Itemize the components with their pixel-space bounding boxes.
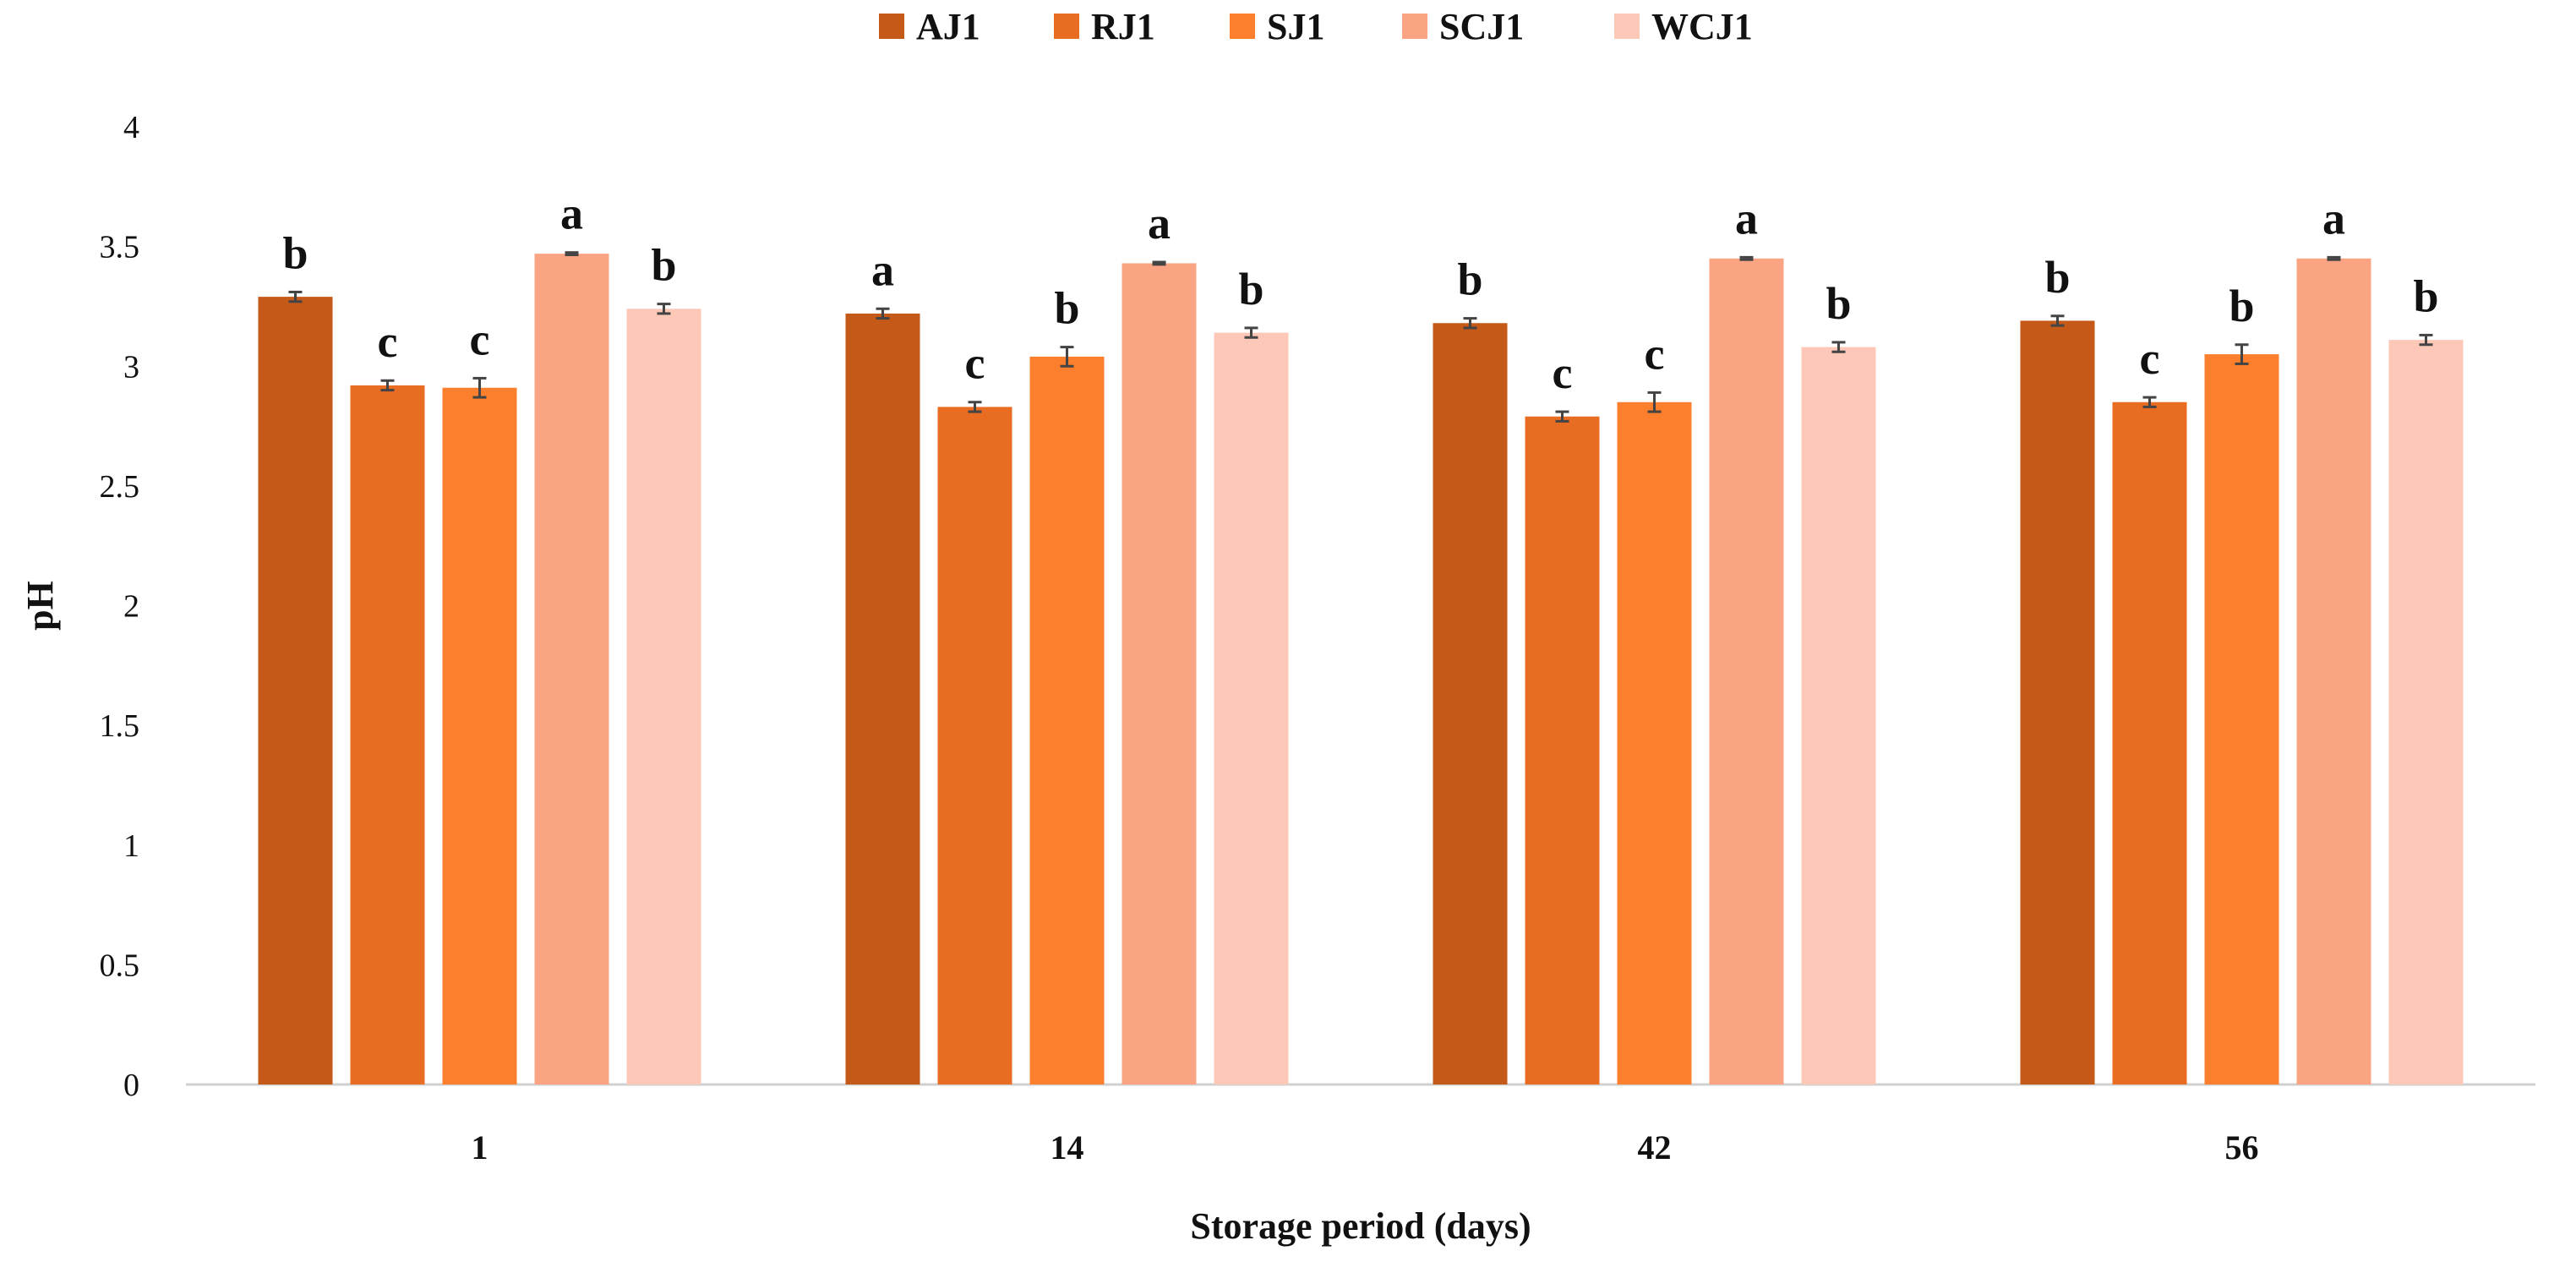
error-bar bbox=[288, 290, 303, 303]
significance-letter: c bbox=[965, 338, 985, 389]
legend-item: SCJ1 bbox=[1402, 6, 1524, 47]
y-tick-label: 0 bbox=[123, 1068, 139, 1103]
error-bar bbox=[2050, 314, 2065, 327]
error-bar bbox=[1244, 326, 1258, 339]
error-bar bbox=[657, 303, 671, 315]
y-tick-label: 4 bbox=[123, 110, 139, 145]
error-bar bbox=[1152, 260, 1166, 266]
bar bbox=[2388, 340, 2464, 1084]
error-bar bbox=[1647, 391, 1662, 413]
bar bbox=[258, 297, 333, 1084]
significance-letter: b bbox=[1238, 264, 1263, 314]
x-tick-label: 14 bbox=[1051, 1128, 1084, 1166]
y-axis-title: pH bbox=[19, 581, 61, 631]
legend-item: WCJ1 bbox=[1614, 6, 1753, 47]
significance-letter: c bbox=[1553, 347, 1573, 398]
bar bbox=[1525, 416, 1600, 1084]
error-bar bbox=[1739, 255, 1754, 261]
significance-letters: b c c a b a c b a b b c c a b b c b a b bbox=[282, 188, 2438, 398]
bar bbox=[442, 387, 517, 1084]
error-bar bbox=[2235, 343, 2249, 365]
significance-letter: c bbox=[378, 316, 398, 367]
error-bar bbox=[472, 376, 487, 399]
bar bbox=[1029, 356, 1105, 1084]
error-bar bbox=[380, 379, 395, 392]
significance-letter: a bbox=[560, 188, 583, 239]
significance-letter: c bbox=[2140, 333, 2160, 384]
error-bar bbox=[2419, 333, 2433, 347]
legend-swatch bbox=[1402, 14, 1427, 39]
y-axis: 0 0.5 1 1.5 2 2.5 3 3.5 4 bbox=[100, 110, 140, 1103]
error-bar bbox=[1060, 346, 1074, 368]
y-tick-label: 2.5 bbox=[100, 469, 140, 505]
legend-item: SJ1 bbox=[1230, 6, 1324, 47]
y-tick-label: 3.5 bbox=[100, 230, 140, 265]
legend: AJ1 RJ1 SJ1 SCJ1 WCJ1 bbox=[879, 6, 1753, 47]
bar bbox=[350, 385, 425, 1084]
bar bbox=[2296, 258, 2371, 1085]
error-bar bbox=[1555, 410, 1569, 423]
significance-letter: a bbox=[1735, 193, 1758, 243]
bar bbox=[534, 254, 609, 1084]
bar bbox=[1709, 258, 1784, 1085]
error-bar bbox=[1463, 317, 1477, 330]
legend-label: RJ1 bbox=[1091, 6, 1155, 47]
significance-letter: b bbox=[2044, 252, 2070, 303]
significance-letter: a bbox=[2322, 193, 2345, 243]
legend-item: RJ1 bbox=[1054, 6, 1155, 47]
legend-swatch bbox=[879, 14, 904, 39]
bar bbox=[2204, 354, 2279, 1084]
error-bar bbox=[565, 251, 579, 257]
x-axis-title: Storage period (days) bbox=[1190, 1205, 1531, 1247]
bar bbox=[1122, 263, 1197, 1084]
bar bbox=[1801, 347, 1876, 1085]
error-bar bbox=[1831, 341, 1846, 353]
legend-label: AJ1 bbox=[916, 6, 980, 47]
significance-letter: c bbox=[470, 314, 490, 364]
legend-swatch bbox=[1230, 14, 1255, 39]
significance-letter: a bbox=[1148, 198, 1171, 249]
significance-letter: b bbox=[1054, 283, 1079, 334]
significance-letter: b bbox=[1826, 278, 1851, 329]
y-tick-label: 1.5 bbox=[100, 708, 140, 744]
bar bbox=[845, 313, 920, 1084]
error-bars bbox=[288, 251, 2433, 423]
error-bar bbox=[876, 307, 890, 320]
legend-item: AJ1 bbox=[879, 6, 980, 47]
error-bar bbox=[2327, 255, 2341, 261]
x-tick-label: 42 bbox=[1638, 1128, 1672, 1166]
bars bbox=[258, 254, 2464, 1085]
bar bbox=[1617, 402, 1692, 1084]
legend-swatch bbox=[1054, 14, 1079, 39]
error-bar bbox=[2142, 396, 2157, 408]
legend-swatch bbox=[1614, 14, 1640, 39]
y-tick-label: 3 bbox=[123, 349, 139, 385]
bar bbox=[626, 309, 701, 1084]
bar bbox=[1433, 323, 1508, 1084]
significance-letter: b bbox=[2229, 281, 2254, 331]
x-axis: 1 14 42 56 bbox=[186, 1083, 2535, 1166]
bar bbox=[1214, 332, 1289, 1085]
x-tick-label: 1 bbox=[472, 1128, 488, 1166]
y-tick-label: 2 bbox=[123, 589, 139, 625]
y-tick-label: 0.5 bbox=[100, 948, 140, 983]
legend-label: WCJ1 bbox=[1651, 6, 1753, 47]
significance-letter: b bbox=[651, 240, 676, 291]
bar bbox=[937, 407, 1012, 1085]
significance-letter: b bbox=[282, 227, 308, 278]
x-tick-label: 56 bbox=[2225, 1128, 2259, 1166]
legend-label: SJ1 bbox=[1267, 6, 1324, 47]
y-tick-label: 1 bbox=[123, 828, 139, 864]
significance-letter: b bbox=[2413, 270, 2438, 321]
significance-letter: b bbox=[1457, 254, 1482, 305]
significance-letter: c bbox=[1645, 328, 1665, 379]
bar bbox=[2020, 320, 2095, 1084]
error-bar bbox=[968, 401, 982, 413]
bar bbox=[2112, 402, 2187, 1084]
legend-label: SCJ1 bbox=[1439, 6, 1524, 47]
significance-letter: a bbox=[871, 244, 894, 295]
